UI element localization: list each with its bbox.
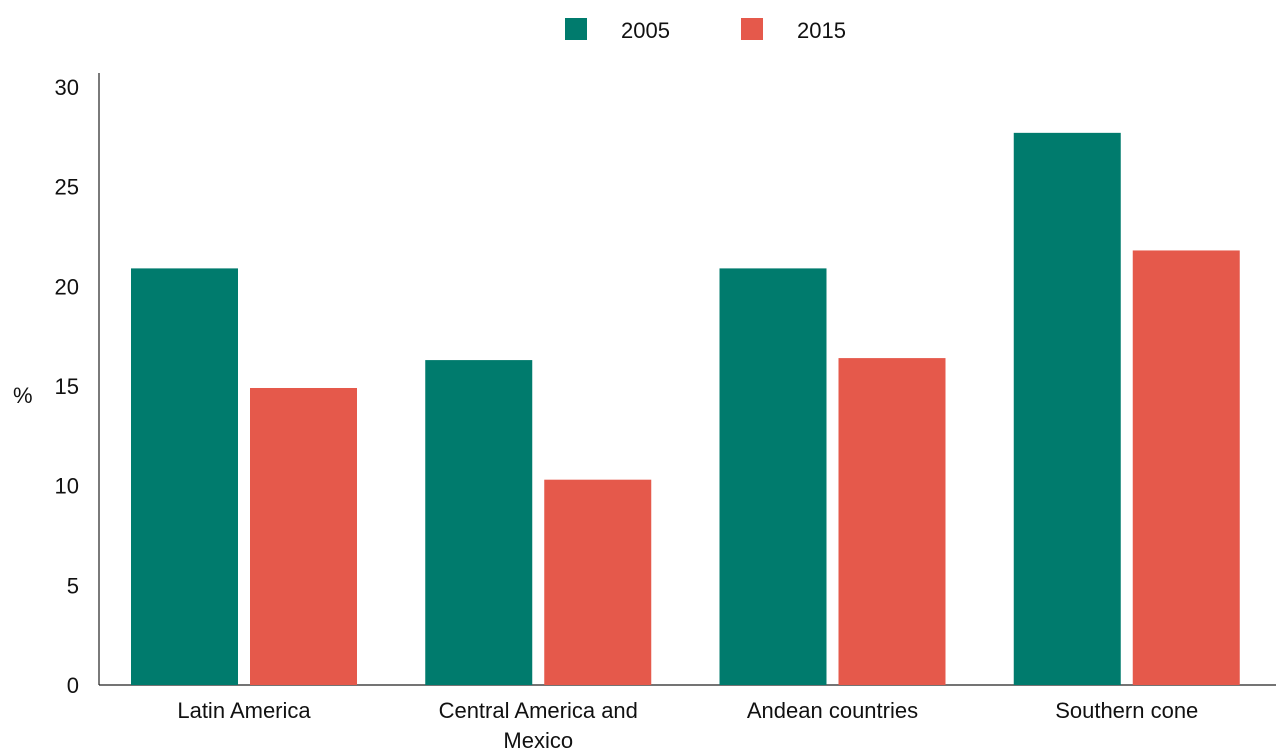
bar-2015-2: [838, 358, 946, 685]
bars: [131, 132, 1240, 685]
y-tick-label: 0: [67, 673, 79, 698]
y-tick-label: 30: [55, 75, 79, 100]
y-tick-label: 5: [67, 573, 79, 598]
legend-label: 2015: [797, 18, 846, 43]
legend: 2005 2015: [565, 18, 846, 43]
category-labels: Latin America Central America and Mexico An…: [177, 698, 1198, 753]
bar-2005-1: [425, 360, 533, 685]
bar-2015-3: [1132, 250, 1240, 685]
y-tick-label: 10: [55, 474, 79, 499]
y-axis-label: %: [13, 383, 33, 408]
legend-label: 2005: [621, 18, 670, 43]
bar-2005-3: [1013, 132, 1121, 685]
bar-2015-0: [250, 387, 357, 685]
bar-2005-0: [131, 268, 238, 685]
bar-2005-2: [719, 268, 827, 685]
x-tick-label: Southern cone: [1055, 698, 1198, 723]
y-tick-label: 20: [55, 274, 79, 299]
y-tick-label: 15: [55, 374, 79, 399]
legend-swatch-2005: [565, 18, 587, 40]
x-tick-label: Latin America: [177, 698, 311, 723]
x-tick-label: Andean countries: [747, 698, 918, 723]
y-tick-label: 25: [55, 175, 79, 200]
x-tick-label: Central America and Mexico: [439, 698, 638, 751]
bar-2015-1: [544, 479, 652, 685]
legend-swatch-2015: [741, 18, 763, 40]
